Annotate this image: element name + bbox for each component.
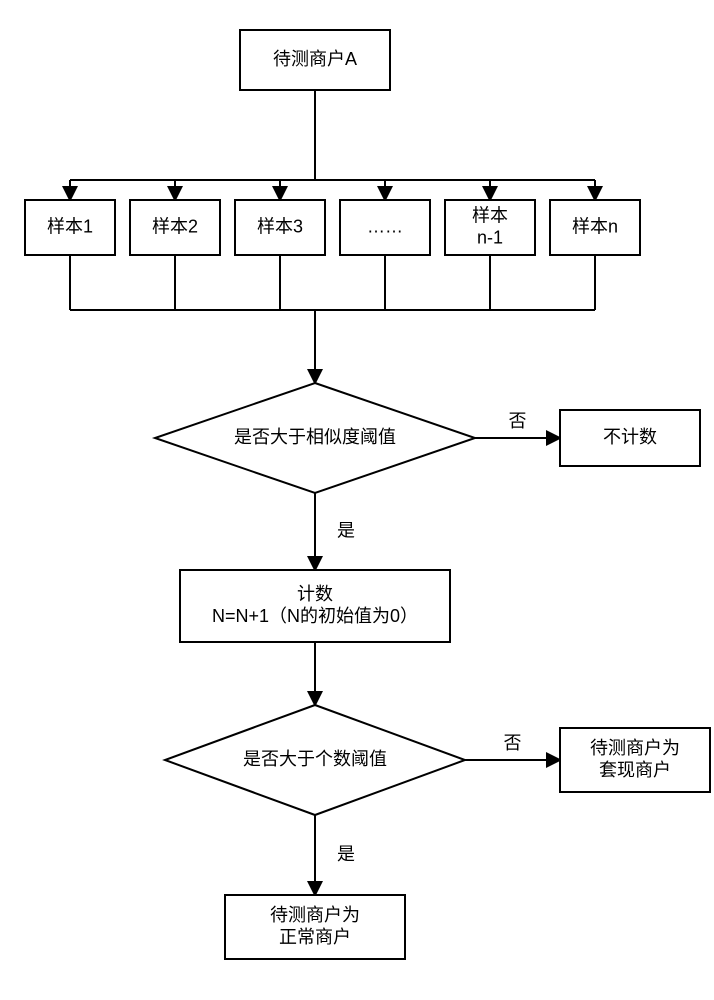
svg-text:n-1: n-1 xyxy=(477,227,503,247)
svg-text:否: 否 xyxy=(504,733,522,753)
svg-text:是: 是 xyxy=(337,520,355,540)
svg-text:N=N+1（N的初始值为0）: N=N+1（N的初始值为0） xyxy=(212,606,418,626)
svg-text:……: …… xyxy=(367,216,403,236)
svg-text:是否大于个数阈值: 是否大于个数阈值 xyxy=(243,749,387,769)
svg-text:待测商户为: 待测商户为 xyxy=(590,738,680,758)
svg-text:否: 否 xyxy=(509,411,527,431)
svg-text:样本: 样本 xyxy=(472,205,508,225)
svg-text:不计数: 不计数 xyxy=(603,427,657,447)
svg-text:待测商户为: 待测商户为 xyxy=(270,905,360,925)
svg-text:样本2: 样本2 xyxy=(152,216,198,236)
svg-text:是: 是 xyxy=(337,844,355,864)
svg-text:是否大于相似度阈值: 是否大于相似度阈值 xyxy=(234,427,396,447)
svg-text:样本3: 样本3 xyxy=(257,216,303,236)
svg-text:正常商户: 正常商户 xyxy=(279,927,351,947)
svg-text:计数: 计数 xyxy=(297,584,333,604)
svg-text:待测商户A: 待测商户A xyxy=(273,49,357,69)
svg-text:样本n: 样本n xyxy=(572,216,618,236)
svg-text:样本1: 样本1 xyxy=(47,216,93,236)
svg-text:套现商户: 套现商户 xyxy=(599,760,671,780)
